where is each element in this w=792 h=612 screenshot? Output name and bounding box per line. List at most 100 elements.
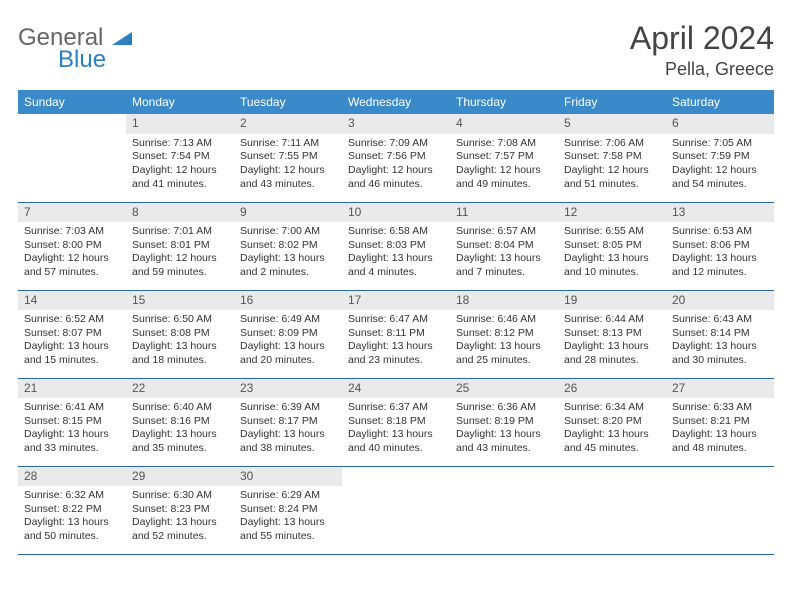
sunset-line: Sunset: 7:55 PM [240, 150, 336, 164]
calendar-cell: 11Sunrise: 6:57 AMSunset: 8:04 PMDayligh… [450, 202, 558, 290]
calendar-cell: 26Sunrise: 6:34 AMSunset: 8:20 PMDayligh… [558, 378, 666, 466]
day-number: 26 [558, 379, 666, 399]
day-details: Sunrise: 6:55 AMSunset: 8:05 PMDaylight:… [558, 222, 666, 284]
daylight-line: Daylight: 13 hours [348, 428, 444, 442]
calendar-cell: 9Sunrise: 7:00 AMSunset: 8:02 PMDaylight… [234, 202, 342, 290]
sunrise-line: Sunrise: 6:41 AM [24, 401, 120, 415]
sunrise-line: Sunrise: 7:05 AM [672, 137, 768, 151]
daylight-line: Daylight: 13 hours [240, 340, 336, 354]
sunset-line: Sunset: 8:02 PM [240, 239, 336, 253]
daylight-line: Daylight: 13 hours [672, 428, 768, 442]
sunrise-line: Sunrise: 6:44 AM [564, 313, 660, 327]
sunrise-line: Sunrise: 6:36 AM [456, 401, 552, 415]
daylight-line: and 4 minutes. [348, 266, 444, 280]
day-number: 19 [558, 291, 666, 311]
daylight-line: Daylight: 13 hours [672, 252, 768, 266]
daylight-line: and 10 minutes. [564, 266, 660, 280]
title-block: April 2024 Pella, Greece [630, 20, 774, 80]
calendar-cell: 24Sunrise: 6:37 AMSunset: 8:18 PMDayligh… [342, 378, 450, 466]
daylight-line: and 35 minutes. [132, 442, 228, 456]
calendar-cell: 22Sunrise: 6:40 AMSunset: 8:16 PMDayligh… [126, 378, 234, 466]
calendar-cell: 7Sunrise: 7:03 AMSunset: 8:00 PMDaylight… [18, 202, 126, 290]
day-details: Sunrise: 6:33 AMSunset: 8:21 PMDaylight:… [666, 398, 774, 460]
daylight-line: Daylight: 12 hours [564, 164, 660, 178]
daylight-line: Daylight: 13 hours [24, 516, 120, 530]
sunset-line: Sunset: 8:22 PM [24, 503, 120, 517]
day-number: 15 [126, 291, 234, 311]
calendar-cell: 16Sunrise: 6:49 AMSunset: 8:09 PMDayligh… [234, 290, 342, 378]
day-number: 3 [342, 114, 450, 134]
daylight-line: Daylight: 13 hours [24, 340, 120, 354]
day-number: 27 [666, 379, 774, 399]
day-details: Sunrise: 6:36 AMSunset: 8:19 PMDaylight:… [450, 398, 558, 460]
calendar-cell [450, 466, 558, 554]
daylight-line: Daylight: 13 hours [456, 428, 552, 442]
calendar-cell: 13 Sunrise: 6:53 AMSunset: 8:06 PMDayligh… [666, 202, 774, 290]
day-details: Sunrise: 7:05 AMSunset: 7:59 PMDaylight:… [666, 134, 774, 196]
day-number: 30 [234, 467, 342, 487]
sunset-line: Sunset: 8:06 PM [672, 239, 768, 253]
calendar-cell: 17Sunrise: 6:47 AMSunset: 8:11 PMDayligh… [342, 290, 450, 378]
calendar-cell [558, 466, 666, 554]
daylight-line: and 50 minutes. [24, 530, 120, 544]
calendar-week-row: 21Sunrise: 6:41 AMSunset: 8:15 PMDayligh… [18, 378, 774, 466]
daylight-line: and 18 minutes. [132, 354, 228, 368]
sunrise-line: Sunrise: 7:03 AM [24, 225, 120, 239]
day-details: Sunrise: 6:32 AMSunset: 8:22 PMDaylight:… [18, 486, 126, 548]
sunrise-line: Sunrise: 6:40 AM [132, 401, 228, 415]
daylight-line: and 55 minutes. [240, 530, 336, 544]
daylight-line: and 38 minutes. [240, 442, 336, 456]
weekday-header: Tuesday [234, 90, 342, 114]
day-number: 1 [126, 114, 234, 134]
day-number: 6 [666, 114, 774, 134]
daylight-line: and 43 minutes. [240, 178, 336, 192]
sunset-line: Sunset: 8:07 PM [24, 327, 120, 341]
calendar-cell: 21Sunrise: 6:41 AMSunset: 8:15 PMDayligh… [18, 378, 126, 466]
calendar-cell: 1Sunrise: 7:13 AMSunset: 7:54 PMDaylight… [126, 114, 234, 202]
day-number: 13 [666, 203, 774, 223]
daylight-line: and 59 minutes. [132, 266, 228, 280]
calendar-week-row: 7Sunrise: 7:03 AMSunset: 8:00 PMDaylight… [18, 202, 774, 290]
calendar-cell: 10Sunrise: 6:58 AMSunset: 8:03 PMDayligh… [342, 202, 450, 290]
weekday-header: Saturday [666, 90, 774, 114]
sunrise-line: Sunrise: 6:30 AM [132, 489, 228, 503]
day-number: 2 [234, 114, 342, 134]
day-details: Sunrise: 6:34 AMSunset: 8:20 PMDaylight:… [558, 398, 666, 460]
calendar-cell: 14Sunrise: 6:52 AMSunset: 8:07 PMDayligh… [18, 290, 126, 378]
daylight-line: and 43 minutes. [456, 442, 552, 456]
sunrise-line: Sunrise: 6:53 AM [672, 225, 768, 239]
day-details: Sunrise: 6:40 AMSunset: 8:16 PMDaylight:… [126, 398, 234, 460]
daylight-line: Daylight: 13 hours [564, 252, 660, 266]
sunset-line: Sunset: 8:12 PM [456, 327, 552, 341]
daylight-line: Daylight: 13 hours [348, 252, 444, 266]
day-details: Sunrise: 6:41 AMSunset: 8:15 PMDaylight:… [18, 398, 126, 460]
calendar-cell: 23Sunrise: 6:39 AMSunset: 8:17 PMDayligh… [234, 378, 342, 466]
sunrise-line: Sunrise: 6:37 AM [348, 401, 444, 415]
sunrise-line: Sunrise: 6:33 AM [672, 401, 768, 415]
sunset-line: Sunset: 7:56 PM [348, 150, 444, 164]
daylight-line: Daylight: 13 hours [240, 516, 336, 530]
calendar-cell: 28Sunrise: 6:32 AMSunset: 8:22 PMDayligh… [18, 466, 126, 554]
calendar-cell: 18Sunrise: 6:46 AMSunset: 8:12 PMDayligh… [450, 290, 558, 378]
calendar-cell: 19Sunrise: 6:44 AMSunset: 8:13 PMDayligh… [558, 290, 666, 378]
daylight-line: Daylight: 13 hours [240, 428, 336, 442]
sunset-line: Sunset: 7:59 PM [672, 150, 768, 164]
calendar-cell: 8Sunrise: 7:01 AMSunset: 8:01 PMDaylight… [126, 202, 234, 290]
sunrise-line: Sunrise: 6:49 AM [240, 313, 336, 327]
day-details: Sunrise: 6:46 AMSunset: 8:12 PMDaylight:… [450, 310, 558, 372]
day-number: 29 [126, 467, 234, 487]
sunrise-line: Sunrise: 6:47 AM [348, 313, 444, 327]
sunrise-line: Sunrise: 6:55 AM [564, 225, 660, 239]
weekday-header: Wednesday [342, 90, 450, 114]
calendar-cell: 6Sunrise: 7:05 AMSunset: 7:59 PMDaylight… [666, 114, 774, 202]
sunset-line: Sunset: 8:17 PM [240, 415, 336, 429]
calendar-cell: 15Sunrise: 6:50 AMSunset: 8:08 PMDayligh… [126, 290, 234, 378]
calendar-cell: 27Sunrise: 6:33 AMSunset: 8:21 PMDayligh… [666, 378, 774, 466]
sunrise-line: Sunrise: 6:46 AM [456, 313, 552, 327]
daylight-line: and 30 minutes. [672, 354, 768, 368]
sunset-line: Sunset: 8:03 PM [348, 239, 444, 253]
weekday-header: Sunday [18, 90, 126, 114]
calendar-cell: 2Sunrise: 7:11 AMSunset: 7:55 PMDaylight… [234, 114, 342, 202]
daylight-line: Daylight: 12 hours [132, 164, 228, 178]
daylight-line: and 41 minutes. [132, 178, 228, 192]
